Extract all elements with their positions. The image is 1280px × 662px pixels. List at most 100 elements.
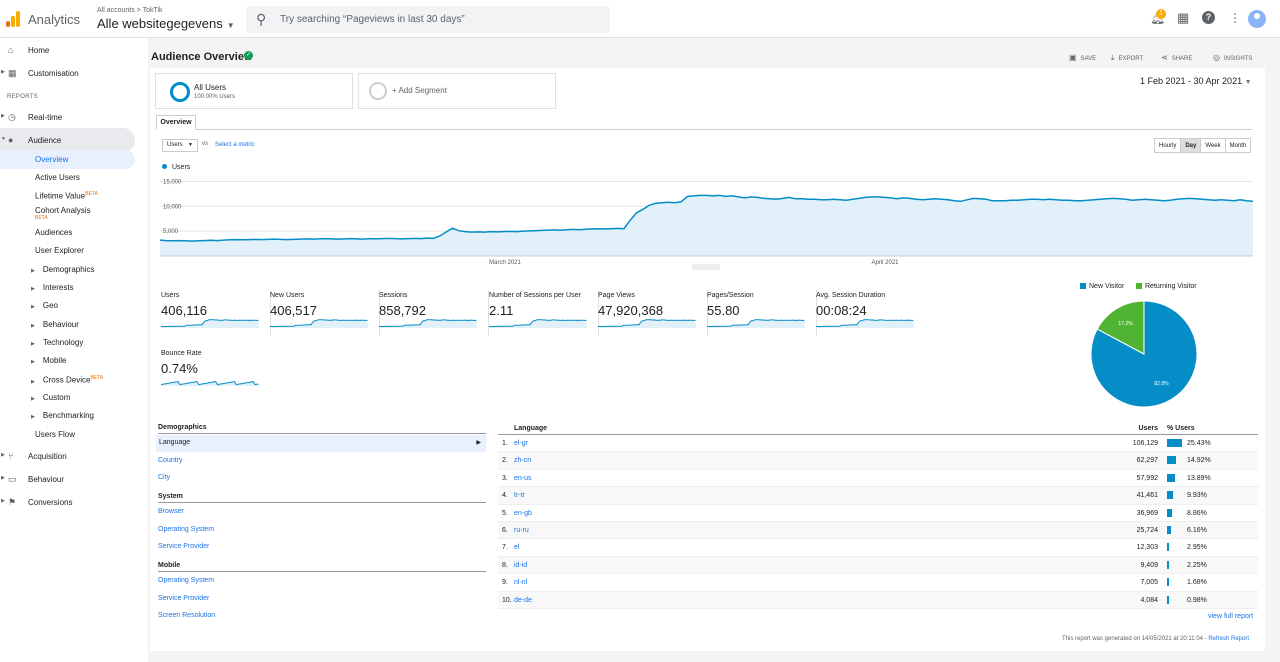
sidebar-sub-overview[interactable]: Overview: [35, 155, 69, 164]
metric-card[interactable]: Number of Sessions per User 2.11: [489, 290, 599, 336]
expand-icon: ▶: [31, 323, 35, 329]
beta-badge: BETA: [35, 215, 48, 221]
pie-slice-label: 17.2%: [1118, 321, 1133, 327]
sidebar-sub-cohort-analysis[interactable]: Cohort Analysis: [35, 206, 91, 215]
chart-legend-label: Users: [172, 164, 191, 171]
dimension-browser[interactable]: Browser: [158, 508, 184, 515]
sidebar-sub-mobile[interactable]: ▶ Mobile: [31, 356, 66, 365]
sidebar-sub-lifetime-value[interactable]: Lifetime ValueBETA: [35, 191, 98, 201]
select-metric-link[interactable]: Select a metric: [215, 142, 255, 148]
sidebar-sub-label: Custom: [42, 393, 71, 402]
dimension-city[interactable]: City: [158, 474, 171, 481]
view-full-report-link[interactable]: view full report: [1208, 613, 1254, 620]
language-link[interactable]: zh-cn: [514, 457, 532, 465]
visitor-pie-chart[interactable]: 82.8% 17.2%: [1090, 300, 1198, 408]
expand-icon: ▶: [1, 113, 5, 119]
metric-card[interactable]: Users 406,116: [161, 290, 271, 336]
granularity-day[interactable]: Day: [1181, 139, 1202, 152]
breadcrumb[interactable]: All accounts > TokTik: [97, 7, 163, 14]
segment-title: All Users: [194, 83, 227, 92]
dimension-service-provider[interactable]: Service Provider: [158, 543, 210, 550]
apps-grid-icon[interactable]: ▦: [1177, 10, 1190, 25]
chart-collapse-handle[interactable]: [692, 264, 720, 270]
sidebar-sub-active-users[interactable]: Active Users: [35, 173, 80, 182]
users-value: 36,969: [1136, 509, 1158, 517]
sidebar-sub-benchmarking[interactable]: ▶ Benchmarking: [31, 411, 94, 420]
insights-button[interactable]: ◎ INSIGHTS: [1213, 53, 1252, 62]
dimension-language[interactable]: Language ▶: [156, 435, 486, 452]
tab-overview[interactable]: Overview: [156, 115, 196, 130]
sidebar-item-behaviour[interactable]: ▶ ▭ Behaviour: [0, 469, 148, 489]
sidebar-item-audience[interactable]: ▼ ● Audience: [0, 130, 148, 150]
generated-text: This report was generated on 14/05/2021 …: [1062, 636, 1209, 642]
metric-divider: [488, 290, 489, 336]
dimension-mobile-service-provider[interactable]: Service Provider: [158, 595, 210, 602]
metric-sparkline: [816, 319, 914, 328]
share-button[interactable]: ⋖ SHARE: [1161, 53, 1192, 62]
sidebar-item-realtime[interactable]: ▶ ◷ Real-time: [0, 107, 148, 127]
language-link[interactable]: en-us: [514, 474, 532, 482]
dimension-mobile-os[interactable]: Operating System: [158, 577, 215, 584]
metric-card[interactable]: Avg. Session Duration 00:08:24: [816, 292, 918, 332]
sidebar-sub-custom[interactable]: ▶ Custom: [31, 393, 71, 402]
language-link[interactable]: tr-tr: [514, 492, 525, 500]
metric-card[interactable]: Page Views 47,920,368: [598, 290, 708, 336]
avatar[interactable]: [1248, 10, 1266, 28]
language-link[interactable]: el-gr: [514, 440, 529, 447]
col-language: Language: [514, 425, 548, 432]
save-label: SAVE: [1080, 56, 1097, 62]
language-link[interactable]: en-gb: [514, 509, 532, 517]
sidebar-sub-user-explorer[interactable]: User Explorer: [35, 246, 84, 255]
dimension-operating-system[interactable]: Operating System: [158, 526, 215, 533]
dimension-screen-resolution[interactable]: Screen Resolution: [158, 612, 216, 619]
share-label: SHARE: [1171, 56, 1193, 62]
users-line-chart[interactable]: 15,000 10,000 5,000 March 2021 April 2021: [160, 160, 1253, 270]
sidebar-sub-demographics[interactable]: ▶ Demographics: [31, 265, 94, 274]
property-selector[interactable]: Alle websitegegevens ▼: [97, 16, 235, 31]
metric-card[interactable]: Pages/Session 55.80: [707, 290, 817, 336]
metric-select[interactable]: Users ▼: [162, 139, 198, 152]
language-link[interactable]: el: [514, 544, 520, 552]
app-name[interactable]: Analytics: [28, 12, 81, 27]
segment-circle-icon: [170, 82, 190, 102]
sidebar-item-home[interactable]: ⌂ Home: [0, 40, 148, 60]
export-button[interactable]: ⤓ EXPORT: [1111, 53, 1143, 63]
notification-badge: 1: [1156, 9, 1166, 19]
report-generated-note: This report was generated on 14/05/2021 …: [1062, 636, 1249, 642]
dimension-country[interactable]: Country: [158, 457, 183, 464]
sidebar-item-conversions[interactable]: ▶ ⚑ Conversions: [0, 492, 148, 512]
metric-card[interactable]: Sessions 858,792: [379, 290, 489, 336]
sidebar-item-acquisition[interactable]: ▶ ⑂ Acquisition: [0, 446, 148, 466]
language-link[interactable]: id-id: [514, 561, 528, 569]
segment-all-users[interactable]: All Users 100.00% Users: [155, 73, 353, 109]
metric-card[interactable]: New Users 406,517: [270, 290, 380, 336]
language-link[interactable]: de-de: [514, 596, 532, 604]
pie-slice-returning-visitor[interactable]: [1096, 300, 1145, 355]
language-link[interactable]: ru-ru: [514, 527, 529, 534]
sidebar-sub-cross-device[interactable]: ▶ Cross DeviceBETA: [31, 375, 103, 385]
sidebar-sub-geo[interactable]: ▶ Geo: [31, 301, 58, 310]
help-icon[interactable]: ?: [1202, 11, 1215, 24]
pct-value: 14.92%: [1187, 457, 1211, 465]
sidebar-sub-audiences[interactable]: Audiences: [35, 228, 73, 237]
sidebar-sub-technology[interactable]: ▶ Technology: [31, 338, 83, 347]
sidebar-sub-interests[interactable]: ▶ Interests: [31, 283, 74, 292]
pct-value: 13.89%: [1187, 474, 1211, 482]
sidebar-sub-users-flow[interactable]: Users Flow: [35, 430, 76, 439]
date-range-picker[interactable]: 1 Feb 2021 - 30 Apr 2021 ▼: [1140, 76, 1252, 86]
granularity-month[interactable]: Month: [1225, 139, 1251, 152]
search-bar[interactable]: ⚲ Try searching “Pageviews in last 30 da…: [246, 6, 610, 33]
sidebar-sub-behaviour[interactable]: ▶ Behaviour: [31, 320, 79, 329]
refresh-report-link[interactable]: Refresh Report: [1208, 636, 1250, 642]
analytics-logo-icon[interactable]: [6, 11, 20, 27]
save-button[interactable]: ▣ SAVE: [1069, 53, 1096, 62]
metric-select-value: Users: [167, 142, 183, 148]
more-vert-icon[interactable]: ⋮: [1229, 11, 1241, 25]
add-segment-button[interactable]: + Add Segment: [358, 73, 556, 109]
metric-value: 406,116: [161, 303, 208, 318]
metric-card[interactable]: Bounce Rate 0.74%: [161, 350, 263, 390]
language-link[interactable]: nl-nl: [514, 579, 528, 587]
sidebar-item-customisation[interactable]: ▶ ▦ Customisation: [0, 63, 148, 83]
granularity-week[interactable]: Week: [1201, 139, 1226, 152]
granularity-hourly[interactable]: Hourly: [1155, 139, 1182, 152]
